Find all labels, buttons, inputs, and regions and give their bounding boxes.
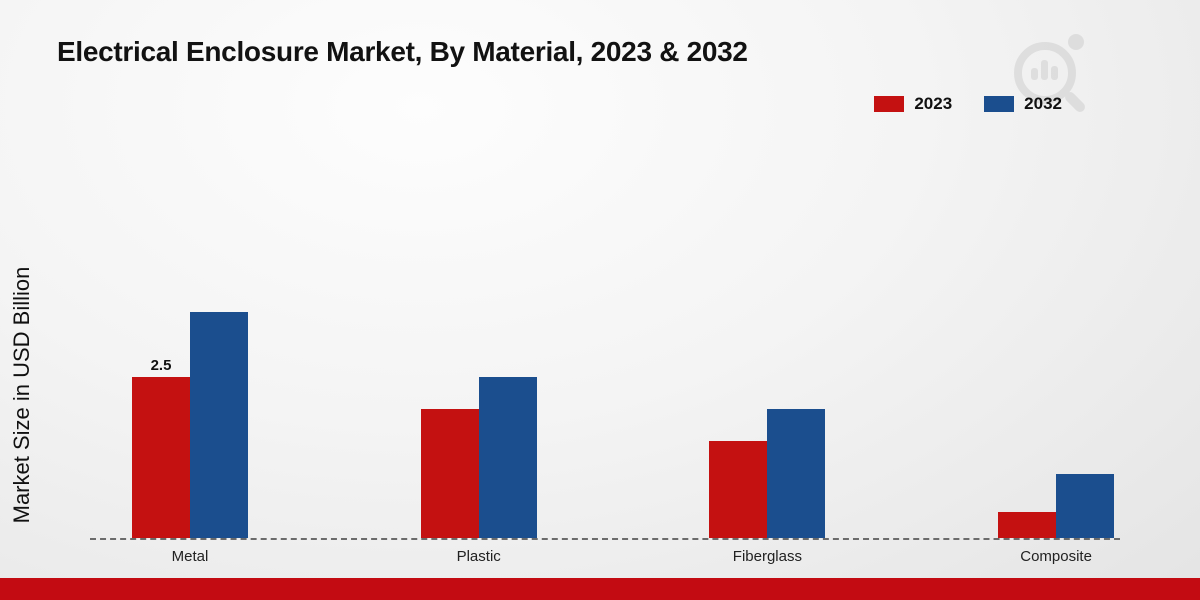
y-axis-label: Market Size in USD Billion bbox=[9, 266, 34, 524]
bar-2032-composite bbox=[1056, 473, 1115, 538]
bar-2023-plastic bbox=[420, 409, 479, 538]
bar-2032-fiberglass bbox=[767, 409, 826, 538]
bar-group-metal: 2.5 Metal bbox=[132, 312, 248, 565]
legend: 2023 2032 bbox=[874, 94, 1062, 114]
legend-item-2032: 2032 bbox=[984, 94, 1062, 114]
logo-handle-icon bbox=[1062, 89, 1088, 115]
category-label-metal: Metal bbox=[171, 548, 209, 565]
legend-item-2023: 2023 bbox=[874, 94, 952, 114]
logo-bar-icon bbox=[1051, 66, 1058, 80]
bar-2023-composite bbox=[998, 512, 1057, 538]
page-title: Electrical Enclosure Market, By Material… bbox=[57, 36, 748, 67]
bar-group-composite: Composite bbox=[998, 473, 1115, 565]
logo-bar-icon bbox=[1041, 60, 1048, 80]
bar-group-fiberglass: Fiberglass bbox=[709, 409, 826, 565]
logo-bar-icon bbox=[1031, 68, 1038, 80]
legend-label-2032: 2032 bbox=[1024, 94, 1062, 113]
bar-2023-metal: 2.5 bbox=[132, 357, 190, 538]
watermark-logo bbox=[1004, 34, 1088, 116]
plot-area: 2.5 Metal Plastic Fiberglass Composite bbox=[90, 112, 1120, 565]
logo-dot-icon bbox=[1068, 34, 1084, 50]
category-label-fiberglass: Fiberglass bbox=[732, 548, 802, 565]
bar-value-label: 2.5 bbox=[150, 356, 172, 374]
legend-label-2023: 2023 bbox=[914, 94, 953, 113]
legend-swatch-2032 bbox=[984, 96, 1015, 112]
category-label-composite: Composite bbox=[1020, 548, 1092, 565]
bar-group-plastic: Plastic bbox=[420, 376, 537, 565]
legend-swatch-2023 bbox=[874, 96, 905, 112]
category-label-plastic: Plastic bbox=[456, 548, 501, 565]
logo-ring-icon bbox=[1014, 42, 1076, 104]
bar-2032-plastic bbox=[478, 376, 537, 538]
footer-accent-bar bbox=[0, 578, 1200, 600]
bar-2032-metal bbox=[190, 312, 248, 538]
bar-2023-fiberglass bbox=[709, 441, 768, 538]
